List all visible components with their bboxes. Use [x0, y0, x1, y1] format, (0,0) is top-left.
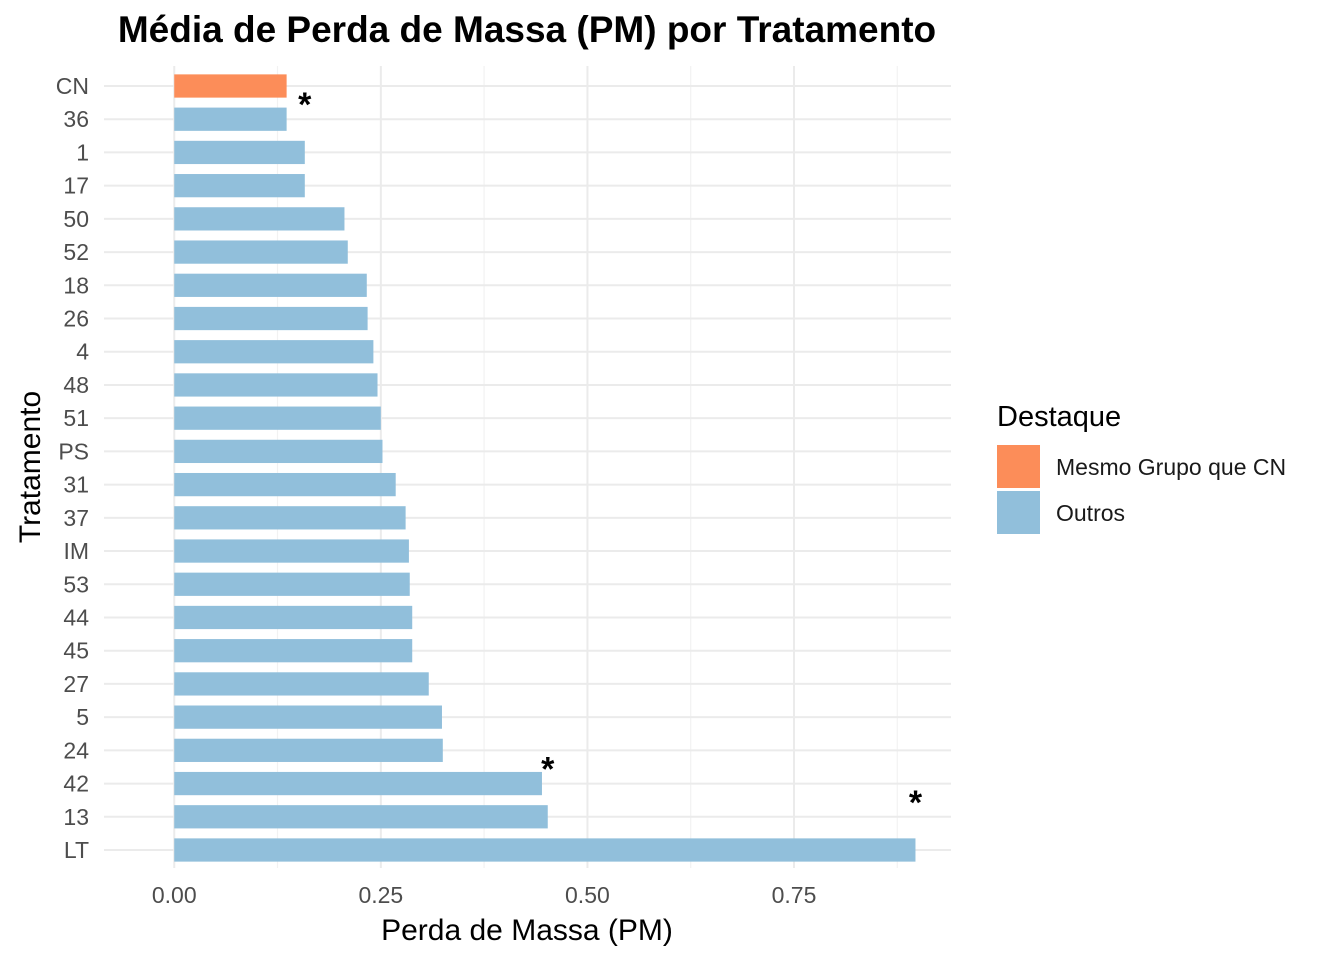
y-tick-label: 31 — [63, 472, 89, 498]
legend-title: Destaque — [997, 401, 1121, 433]
y-tick-label: 24 — [63, 737, 89, 763]
bar-36 — [174, 107, 287, 131]
bar-45 — [174, 639, 413, 663]
y-tick-label: 53 — [63, 571, 89, 597]
y-tick-label: 18 — [63, 272, 89, 298]
y-tick-label: 4 — [76, 339, 89, 365]
x-axis-title: Perda de Massa (PM) — [381, 914, 673, 947]
plot-area: CN 36 1 17 50 52 18 26 4 48 51 PS 31 37 IM 53 44 45 27 5 24 4… — [56, 66, 951, 908]
bar-31 — [174, 472, 396, 497]
y-tick-label: LT — [64, 837, 89, 863]
x-tick-label: 0.00 — [152, 882, 197, 908]
x-tick-label: 0.75 — [772, 882, 817, 908]
bar-1 — [174, 140, 305, 165]
significance-asterisk: * — [541, 751, 555, 789]
bar-LT — [174, 838, 916, 862]
bar-52 — [174, 240, 348, 264]
bar-48 — [174, 373, 378, 397]
bar-42 — [174, 771, 542, 796]
legend: Destaque Mesmo Grupo que CN Outros — [997, 401, 1286, 534]
x-tick-label: 0.25 — [358, 882, 403, 908]
y-tick-label: 13 — [63, 804, 89, 830]
y-axis-title: Tratamento — [14, 391, 47, 543]
bar-51 — [174, 406, 381, 430]
bar-37 — [174, 506, 406, 530]
x-tick-label: 0.50 — [565, 882, 610, 908]
legend-swatch — [997, 445, 1040, 488]
y-tick-label: 50 — [63, 206, 89, 232]
legend-entries: Mesmo Grupo que CN Outros — [997, 445, 1286, 534]
y-tick-label: 48 — [63, 372, 89, 398]
y-tick-label: IM — [63, 538, 89, 564]
bar-17 — [174, 174, 305, 198]
bar-IM — [174, 539, 409, 563]
y-tick-label: 36 — [63, 106, 89, 132]
bar-50 — [174, 207, 345, 231]
chart-title: Média de Perda de Massa (PM) por Tratame… — [118, 9, 936, 50]
bar-5 — [174, 705, 442, 729]
y-tick-label: 17 — [63, 173, 89, 199]
y-tick-label: 52 — [63, 239, 89, 265]
significance-asterisk: * — [909, 784, 923, 822]
y-tick-label: 44 — [63, 604, 89, 630]
bar-CN — [174, 74, 287, 98]
bar-4 — [174, 340, 374, 364]
bar-53 — [174, 572, 410, 596]
bar-13 — [174, 805, 548, 829]
legend-swatch — [997, 491, 1040, 534]
y-tick-label: 51 — [63, 405, 89, 431]
y-tick-label: 27 — [63, 671, 89, 697]
y-tick-label: 1 — [76, 139, 89, 165]
legend-label: Mesmo Grupo que CN — [1056, 454, 1286, 480]
y-tick-label: 45 — [63, 638, 89, 664]
bar-26 — [174, 306, 368, 331]
y-tick-label: PS — [58, 438, 89, 464]
significance-asterisk: * — [298, 86, 312, 124]
y-tick-label: 5 — [76, 704, 89, 730]
bar-27 — [174, 672, 429, 696]
bar-24 — [174, 738, 443, 762]
y-tick-label: CN — [56, 73, 89, 99]
bar-44 — [174, 605, 413, 630]
bar-18 — [174, 273, 367, 297]
legend-label: Outros — [1056, 500, 1125, 526]
y-tick-label: 42 — [63, 771, 89, 797]
y-tick-label: 37 — [63, 505, 89, 531]
bar-PS — [174, 439, 383, 464]
y-tick-label: 26 — [63, 306, 89, 332]
